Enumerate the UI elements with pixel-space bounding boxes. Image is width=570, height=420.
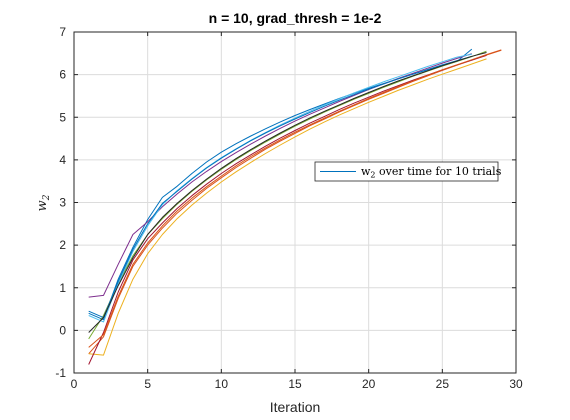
x-axis-label: Iteration bbox=[270, 399, 321, 415]
legend-box bbox=[314, 161, 499, 182]
series-line-7 bbox=[88, 54, 487, 365]
y-tick-label: 5 bbox=[59, 110, 66, 124]
y-axis-label: w2 bbox=[35, 194, 52, 211]
y-tick-label: 3 bbox=[59, 196, 66, 210]
ticks bbox=[73, 31, 517, 374]
series-line-10 bbox=[88, 52, 487, 333]
y-tick-label: 4 bbox=[59, 153, 66, 167]
chart-title: n = 10, grad_thresh = 1e-2 bbox=[209, 10, 382, 26]
y-tick-label: 2 bbox=[59, 238, 66, 252]
y-tick-label: 0 bbox=[59, 323, 66, 337]
series-line-9 bbox=[88, 49, 502, 348]
legend-label-main: w bbox=[361, 165, 371, 178]
y-tick-label: 1 bbox=[59, 281, 66, 295]
x-tick-label: 25 bbox=[436, 377, 450, 391]
series-line-8 bbox=[88, 55, 472, 319]
x-tick-label: 0 bbox=[71, 377, 78, 391]
y-tick-label: -1 bbox=[55, 366, 66, 380]
series-lines bbox=[88, 48, 502, 365]
legend-label: w2 over time for 10 trials bbox=[361, 165, 502, 180]
legend-label-rest: over time for 10 trials bbox=[376, 165, 502, 178]
x-tick-label: 30 bbox=[509, 377, 523, 391]
x-tick-label: 20 bbox=[362, 377, 376, 391]
y-tick-label: 7 bbox=[59, 25, 66, 39]
x-tick-label: 10 bbox=[215, 377, 229, 391]
grid bbox=[74, 32, 516, 373]
x-tick-label: 5 bbox=[144, 377, 151, 391]
series-line-3 bbox=[88, 58, 487, 356]
y-tick-label: 6 bbox=[59, 68, 66, 82]
legend: w2 over time for 10 trials bbox=[314, 161, 502, 182]
legend-label-subscript: 2 bbox=[370, 171, 375, 180]
series-line-6 bbox=[88, 53, 472, 323]
tick-labels: 0 5 10 15 20 25 30 -1 0 1 2 3 4 5 6 7 bbox=[55, 25, 523, 391]
x-tick-label: 15 bbox=[288, 377, 302, 391]
